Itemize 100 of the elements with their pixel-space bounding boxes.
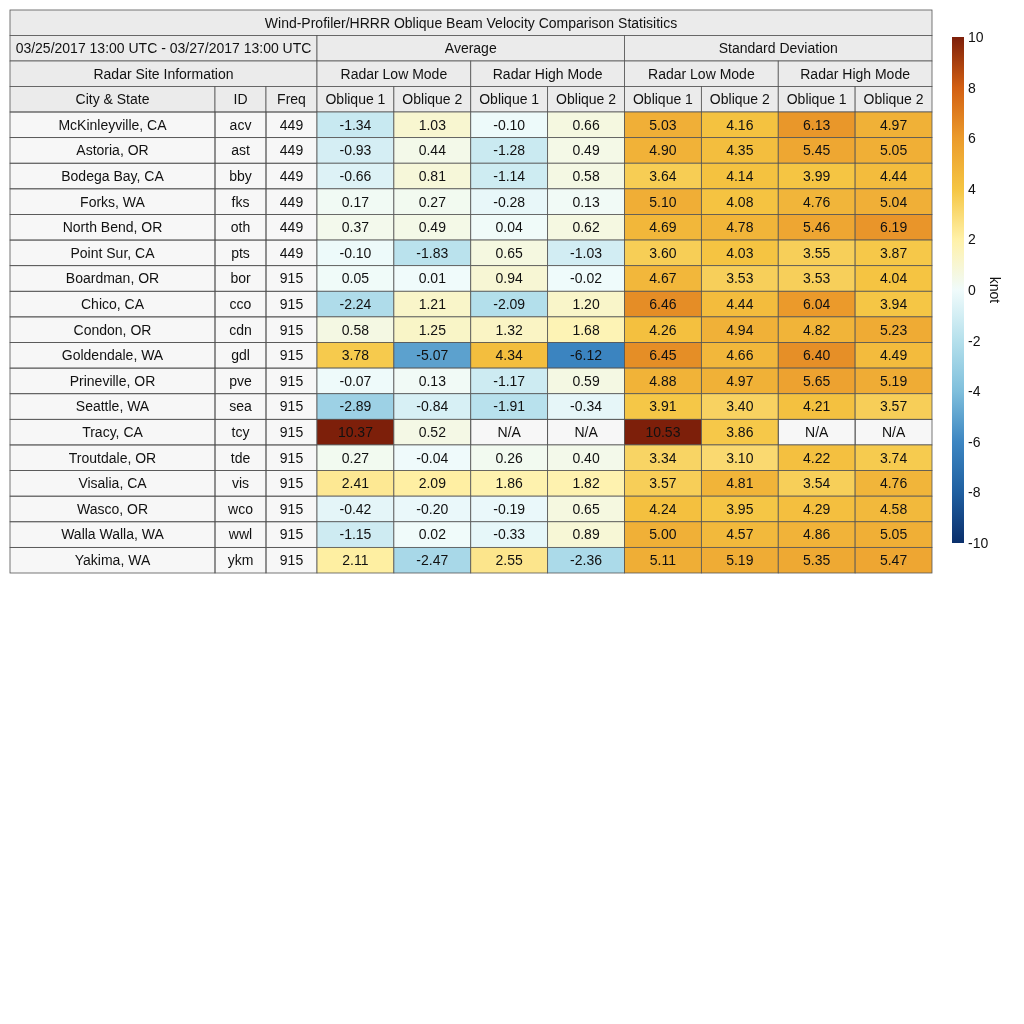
text: Radar Low Mode: [648, 65, 755, 82]
y-tick-label: Chico, CA: [80, 295, 145, 312]
data-label: 0.81: [418, 167, 447, 184]
text: cdn: [229, 321, 252, 338]
color-bar-label: 2: [968, 231, 976, 248]
data-label: 3.91: [649, 398, 677, 415]
color-bar-label: -8: [968, 484, 981, 501]
data-label: 4.49: [879, 347, 908, 364]
text: N/A: [805, 424, 829, 441]
data-label: 3.95: [726, 500, 754, 517]
data-label: 4.58: [879, 500, 908, 517]
text: Radar High Mode: [800, 65, 911, 82]
text: 915: [279, 321, 304, 338]
data-label: 4.66: [726, 347, 754, 364]
data-label: 0.37: [341, 219, 370, 236]
data-label: -1.83: [416, 244, 449, 261]
data-label: -0.07: [339, 372, 372, 389]
data-label: -1.17: [493, 372, 526, 389]
x-tick-label: Freq: [277, 91, 306, 108]
data-label: 0.26: [495, 449, 524, 466]
text: 449: [279, 142, 304, 159]
data-label: 3.57: [879, 398, 908, 415]
text: Radar Site Information: [93, 65, 234, 82]
data-label: 0.66: [572, 116, 600, 133]
data-label: 5.04: [879, 193, 908, 210]
data-label: 10.37: [337, 424, 374, 441]
text: ast: [231, 142, 250, 159]
data-label: 4.78: [726, 219, 754, 236]
y-tick-label: Walla Walla, WA: [61, 526, 165, 543]
data-label: -0.28: [493, 193, 526, 210]
data-label: -6.12: [570, 347, 603, 364]
data-label: 4.14: [726, 167, 754, 184]
data-label: -1.28: [493, 142, 526, 159]
y-tick-label: Seattle, WA: [75, 398, 150, 415]
data-label: 2.41: [341, 475, 370, 492]
x-tick-label: Oblique 2: [863, 91, 924, 108]
text: wco: [228, 500, 253, 517]
text: 449: [279, 116, 304, 133]
data-label: 1.86: [495, 475, 524, 492]
x-tick-label: Oblique 1: [479, 91, 540, 108]
data-label: 3.10: [726, 449, 754, 466]
data-label: 2.09: [418, 475, 447, 492]
data-label: -0.84: [416, 398, 449, 415]
data-label: -2.24: [339, 295, 372, 312]
data-label: 4.88: [649, 372, 677, 389]
text: 449: [279, 244, 304, 261]
text: N/A: [881, 424, 906, 441]
data-label: 0.27: [341, 449, 370, 466]
color-bar-label: 10: [968, 28, 984, 45]
x-tick-label: Oblique 2: [709, 91, 770, 108]
text: cco: [229, 295, 252, 312]
data-label: 3.86: [726, 424, 754, 441]
y-tick-label: Troutdale, OR: [68, 449, 157, 466]
data-label: 4.76: [803, 193, 831, 210]
data-label: 0.58: [341, 321, 370, 338]
data-label: -2.36: [570, 552, 603, 569]
data-label: 0.01: [418, 270, 447, 287]
text: 449: [279, 219, 304, 236]
color-bar-label: 6: [968, 130, 976, 147]
data-label: -0.20: [416, 500, 449, 517]
data-label: -0.34: [570, 398, 603, 415]
text: gdl: [231, 347, 250, 364]
color-bar-label: -6: [968, 433, 981, 450]
y-tick-label: Forks, WA: [80, 193, 146, 210]
data-label: 6.46: [649, 295, 677, 312]
color-bar-label: 8: [968, 79, 976, 96]
data-label: 4.24: [649, 500, 677, 517]
data-label: 4.26: [649, 321, 677, 338]
text: Radar High Mode: [492, 65, 603, 82]
data-label: -1.15: [339, 526, 372, 543]
data-label: 0.13: [572, 193, 600, 210]
text: 449: [279, 193, 304, 210]
data-label: 3.94: [879, 295, 908, 312]
text: 915: [279, 475, 304, 492]
data-label: 5.19: [726, 552, 754, 569]
data-label: -0.19: [493, 500, 526, 517]
data-label: 4.08: [726, 193, 754, 210]
data-label: 5.03: [649, 116, 677, 133]
data-label: 0.52: [418, 424, 447, 441]
data-label: 2.55: [495, 552, 524, 569]
data-label: 0.40: [572, 449, 600, 466]
data-label: 0.02: [418, 526, 447, 543]
data-label: 5.45: [803, 142, 831, 159]
data-label: 4.04: [879, 270, 908, 287]
color-bar-label: 0: [968, 281, 976, 298]
x-tick-label: Oblique 1: [786, 91, 847, 108]
data-label: 0.65: [495, 244, 524, 261]
data-label: 4.35: [726, 142, 754, 159]
data-label: 0.05: [341, 270, 370, 287]
x-tick-label: Oblique 2: [402, 91, 463, 108]
data-label: 4.97: [726, 372, 754, 389]
y-tick-label: Wasco, OR: [76, 500, 149, 517]
data-label: 0.49: [572, 142, 600, 159]
data-label: 4.90: [649, 142, 677, 159]
data-label: 1.25: [418, 321, 447, 338]
data-label: 1.68: [572, 321, 600, 338]
text: N/A: [497, 424, 521, 441]
data-label: 6.04: [803, 295, 831, 312]
x-tick-label: Oblique 1: [325, 91, 386, 108]
text: Average: [444, 40, 497, 57]
